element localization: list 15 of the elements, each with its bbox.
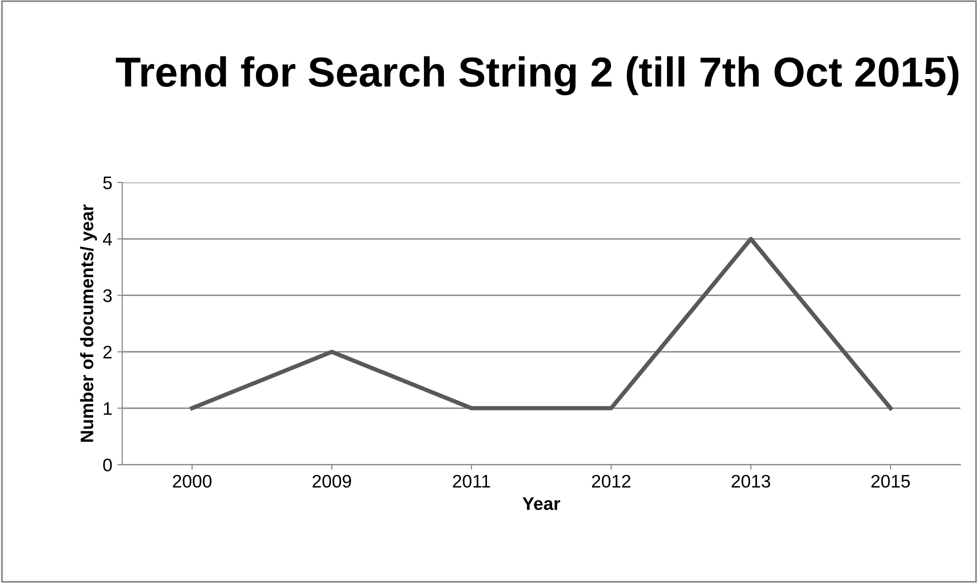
chart-title: Trend for Search String 2 (till 7th Oct 2015): [116, 56, 958, 96]
x-axis-title: Year: [522, 497, 560, 510]
y-tick-label: 5: [103, 176, 112, 190]
y-tick-label: 2: [103, 346, 112, 358]
x-tick-label: 2012: [592, 474, 630, 488]
y-tick-label: 4: [102, 233, 112, 246]
y-tick-label: 0: [103, 458, 112, 472]
x-tick-label: 2009: [312, 474, 352, 488]
y-axis-title: Number of documents/ year: [80, 204, 97, 442]
x-tick-label: 2000: [172, 474, 212, 488]
y-tick-label: 3: [103, 289, 112, 302]
x-tick-label: 2011: [452, 474, 490, 488]
x-tick-label: 2013: [732, 474, 770, 488]
x-tick-label: 2015: [871, 474, 910, 488]
y-tick-label: 1: [104, 402, 112, 415]
